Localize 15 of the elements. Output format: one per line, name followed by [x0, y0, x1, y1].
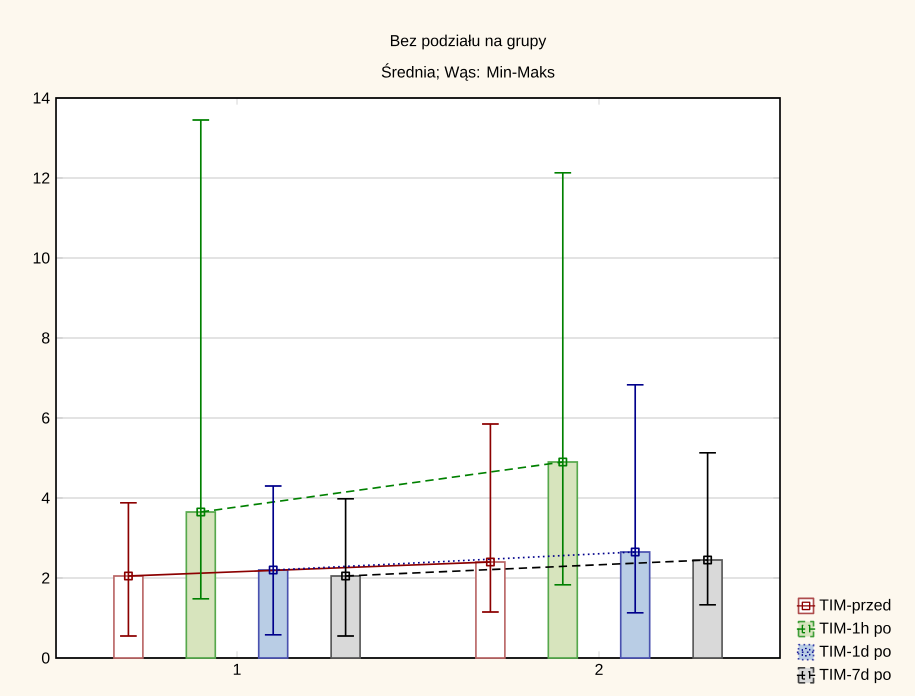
y-tick-label: 2: [42, 572, 50, 584]
y-tick-label: 10: [34, 252, 50, 264]
chart-title: Bez podziału na grupy: [390, 34, 546, 50]
y-tick-label: 6: [42, 412, 50, 424]
legend-label: TIM-7d po: [820, 668, 891, 684]
y-tick-label: 0: [42, 652, 50, 664]
chart-subtitle: Średnia; Wąs: Min-Maks: [382, 63, 554, 81]
y-tick-label: 12: [34, 172, 50, 184]
y-tick-label: 8: [42, 332, 50, 344]
legend-label: TIM-1d po: [820, 645, 891, 660]
legend-label: TIM-przed: [820, 598, 890, 614]
x-tick-label: 1: [234, 664, 241, 675]
legend-label: TIM-1h po: [820, 622, 891, 637]
y-tick-label: 4: [42, 492, 50, 504]
y-tick-label: 14: [34, 92, 50, 104]
